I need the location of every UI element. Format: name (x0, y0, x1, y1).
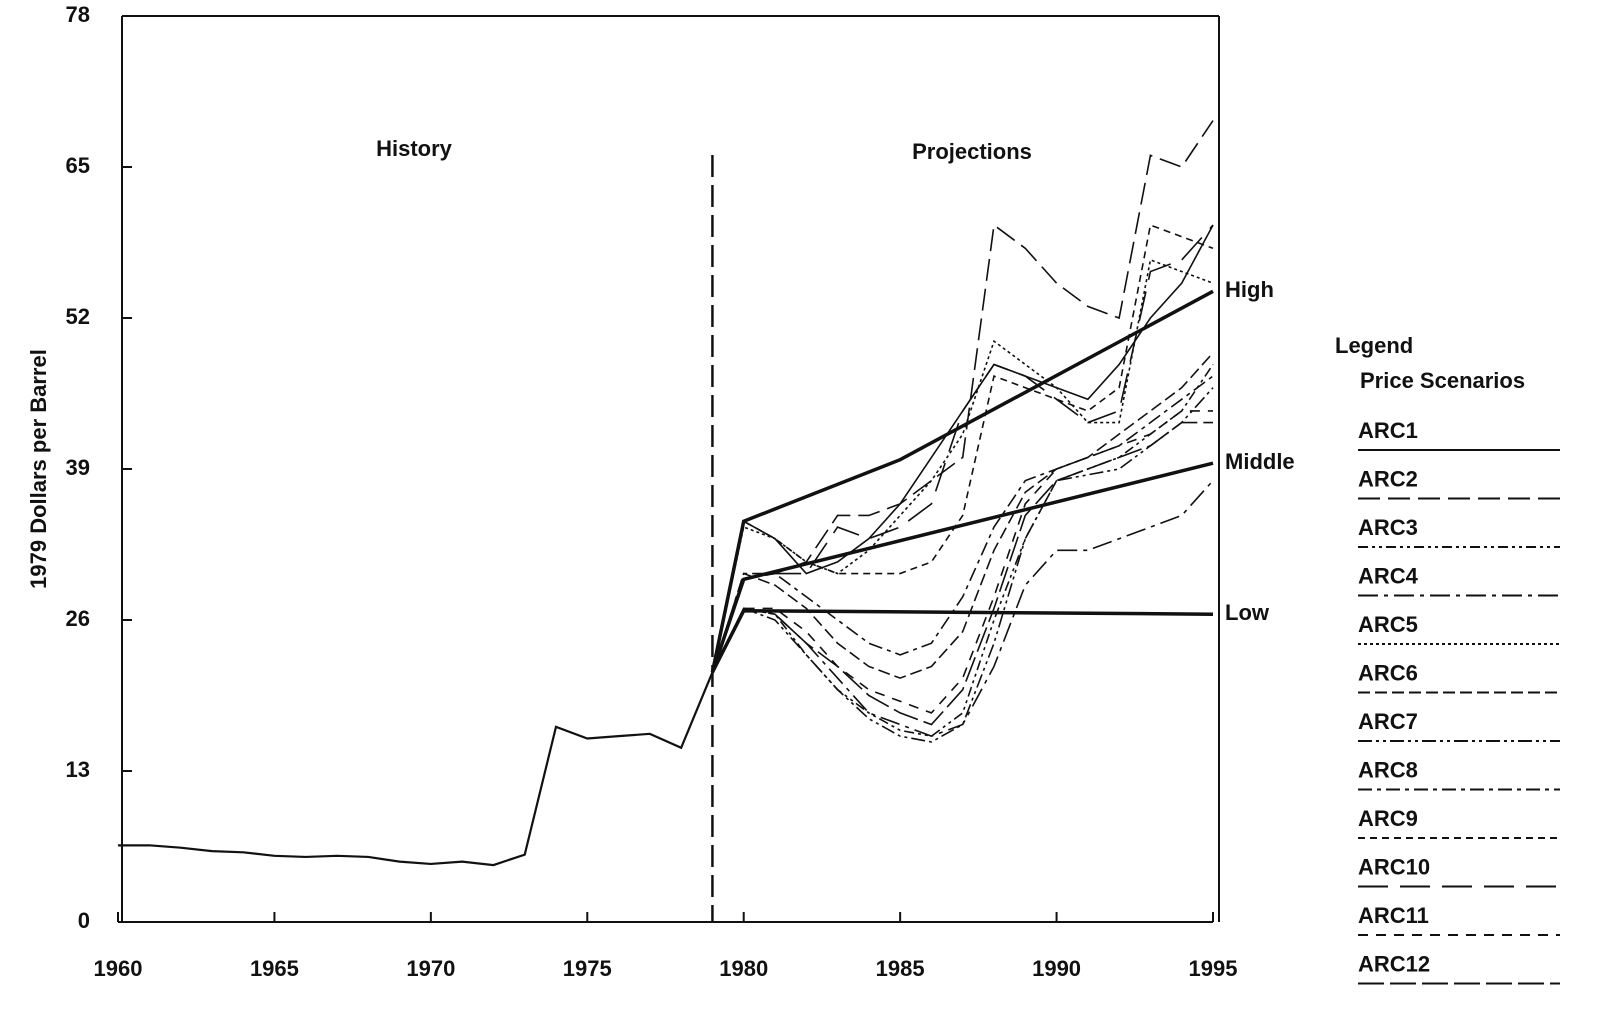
legend-label: ARC5 (1358, 612, 1418, 637)
x-tick-label: 1980 (719, 956, 768, 981)
legend-label: ARC3 (1358, 515, 1418, 540)
legend-label: ARC1 (1358, 418, 1418, 443)
legend-subtitle: Price Scenarios (1360, 368, 1525, 393)
series-line (711, 364, 1214, 738)
legend-label: ARC8 (1358, 757, 1418, 782)
x-tick-label: 1975 (563, 956, 612, 981)
series-line (711, 480, 1214, 738)
legend-label: ARC11 (1358, 903, 1429, 928)
x-tick-label: 1965 (250, 956, 299, 981)
scenario-label: Low (1225, 600, 1270, 625)
scenario-line (710, 461, 1214, 673)
scenario-label: Middle (1225, 449, 1295, 474)
y-tick-label: 52 (66, 304, 90, 329)
legend-label: ARC6 (1358, 660, 1418, 685)
legend-label: ARC9 (1358, 806, 1418, 831)
y-tick-label: 13 (66, 757, 90, 782)
series-line (711, 223, 1214, 673)
x-tick-label: 1985 (876, 956, 925, 981)
y-tick-label: 39 (66, 455, 90, 480)
x-tick-label: 1970 (406, 956, 455, 981)
x-tick-label: 1990 (1032, 956, 1081, 981)
scenario-line (710, 608, 1214, 674)
legend-label: ARC4 (1358, 563, 1419, 588)
x-tick-label: 1995 (1189, 956, 1238, 981)
series-line (711, 421, 1213, 726)
y-tick-label: 26 (66, 606, 90, 631)
scenario-line (710, 289, 1214, 673)
y-tick-label: 0 (78, 908, 90, 933)
annotation: Projections (912, 139, 1032, 164)
series-line (711, 387, 1214, 743)
series-line (711, 375, 1214, 673)
series-line (711, 224, 1214, 673)
x-tick-label: 1960 (94, 956, 143, 981)
legend-title: Legend (1335, 333, 1413, 358)
scenario-label: High (1225, 277, 1274, 302)
series-line (711, 258, 1214, 673)
legend-label: ARC7 (1358, 709, 1418, 734)
series-line (711, 120, 1214, 673)
y-axis-label: 1979 Dollars per Barrel (26, 349, 51, 589)
y-tick-label: 78 (66, 2, 90, 27)
series-line (711, 410, 1213, 714)
legend-label: ARC2 (1358, 466, 1418, 491)
legend-label: ARC12 (1358, 951, 1430, 976)
annotation: History (376, 136, 453, 161)
y-tick-label: 65 (66, 153, 90, 178)
legend-label: ARC10 (1358, 854, 1430, 879)
series-line (711, 352, 1214, 679)
history-line (118, 671, 714, 867)
